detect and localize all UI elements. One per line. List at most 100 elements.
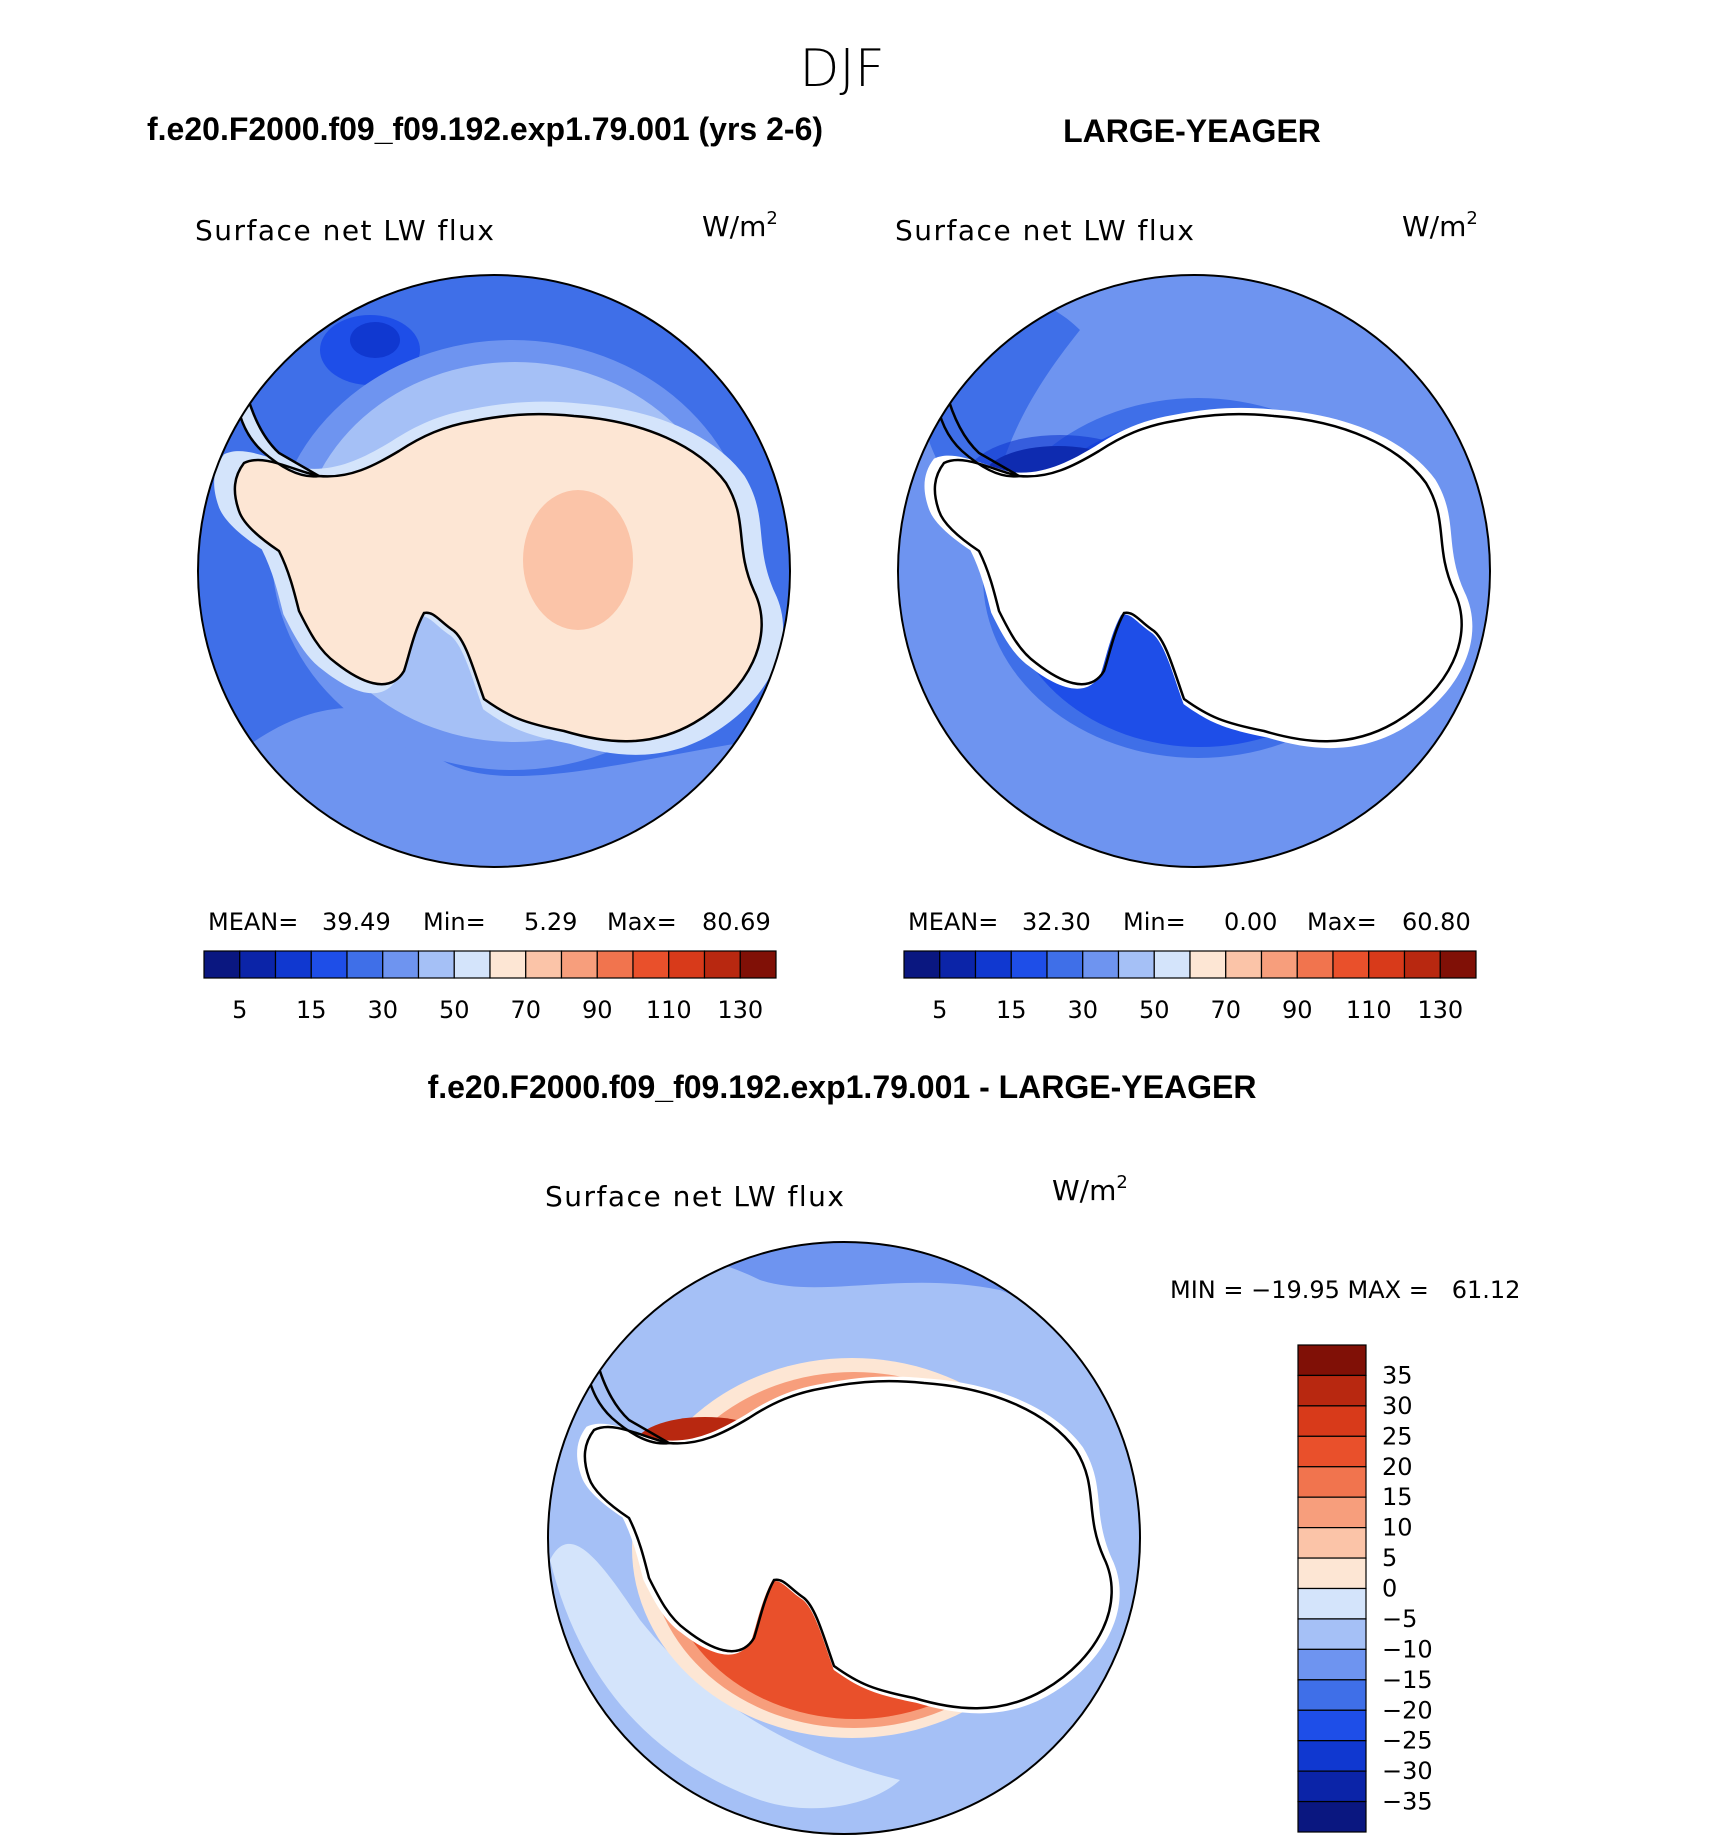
mean-value: 39.49 xyxy=(322,908,391,936)
colorbar-swatch xyxy=(1297,1679,1367,1711)
colorbar-swatch xyxy=(1332,950,1370,979)
panel-c-border xyxy=(547,1241,1141,1835)
colorbar-label: 70 xyxy=(1210,996,1241,1024)
colorbar-swatch xyxy=(1117,950,1155,979)
colorbar-swatch xyxy=(1297,1709,1367,1742)
max-value: 80.69 xyxy=(702,908,771,936)
colorbar-swatch xyxy=(1297,1344,1367,1377)
dark-anomaly-core xyxy=(350,322,400,358)
pale-sector xyxy=(550,1543,900,1809)
colorbar-label: 110 xyxy=(646,996,692,1024)
right-case-title: LARGE-YEAGER xyxy=(1063,113,1321,149)
panel-c-variable: Surface net LW flux xyxy=(545,1180,846,1213)
colorbar-label: −15 xyxy=(1382,1666,1433,1694)
max-label: Max= xyxy=(1307,908,1377,936)
colorbar-swatch xyxy=(1260,950,1298,979)
mean-value: 32.30 xyxy=(1022,908,1091,936)
min-label: Min= xyxy=(1123,908,1186,936)
colorbar-swatch xyxy=(560,950,598,979)
colorbar-label: 90 xyxy=(582,996,613,1024)
mean-label: MEAN= xyxy=(908,908,998,936)
colorbar-label: 50 xyxy=(439,996,470,1024)
diff-title: f.e20.F2000.f09_f09.192.exp1.79.001 - LA… xyxy=(428,1069,1257,1105)
panel-b-map xyxy=(898,275,1490,867)
max-value: 60.80 xyxy=(1402,908,1471,936)
colorbar-swatch xyxy=(1368,950,1406,979)
colorbar-swatch xyxy=(974,950,1012,979)
colorbar-swatch xyxy=(1297,1466,1367,1498)
colorbar-swatch xyxy=(668,950,706,979)
colorbar-label: 130 xyxy=(1417,996,1463,1024)
colorbar-swatch xyxy=(632,950,670,979)
colorbar-label: 0 xyxy=(1382,1575,1397,1603)
colorbar-swatch xyxy=(903,950,941,979)
min-value: 5.29 xyxy=(524,908,577,936)
colorbar-label: 15 xyxy=(1382,1483,1413,1511)
panel-b-colorbar: 5 15 30 50 70 90 110 130 xyxy=(903,950,1477,1024)
colorbar-swatch xyxy=(1297,1405,1367,1437)
colorbar-swatch xyxy=(1297,1618,1367,1650)
colorbar-swatch xyxy=(453,950,491,979)
colorbar-swatch xyxy=(310,950,348,979)
colorbar-label: −5 xyxy=(1382,1605,1417,1633)
panel-b-border xyxy=(897,274,1491,868)
colorbar-swatch xyxy=(1297,1587,1367,1620)
colorbar-swatch xyxy=(1297,1770,1367,1803)
colorbar-swatch xyxy=(417,950,455,979)
colorbar-swatch xyxy=(703,950,741,979)
mean-label: MEAN= xyxy=(208,908,298,936)
panel-a-map xyxy=(198,275,790,867)
colorbar-swatch xyxy=(1153,950,1191,979)
panel-a-variable: Surface net LW flux xyxy=(195,214,496,247)
colorbar-label: −10 xyxy=(1382,1635,1433,1663)
colorbar-label: −20 xyxy=(1382,1696,1433,1724)
colorbar-label: 15 xyxy=(296,996,327,1024)
colorbar-label: 35 xyxy=(1382,1361,1413,1389)
colorbar-swatch xyxy=(1297,1800,1367,1833)
colorbar-swatch xyxy=(1189,950,1227,979)
colorbar-swatch xyxy=(596,950,634,979)
panel-c-map xyxy=(548,1242,1140,1834)
colorbar-swatch xyxy=(1082,950,1120,979)
colorbar-label: 30 xyxy=(1382,1392,1413,1420)
colorbar-swatch xyxy=(1439,950,1477,979)
colorbar-label: 20 xyxy=(1382,1453,1413,1481)
colorbar-swatch xyxy=(489,950,527,979)
colorbar-label: 50 xyxy=(1139,996,1170,1024)
colorbar-label: 5 xyxy=(1382,1544,1397,1572)
colorbar-swatch xyxy=(203,950,241,979)
colorbar-swatch xyxy=(939,950,977,979)
colorbar-label: 15 xyxy=(996,996,1027,1024)
colorbar-swatch xyxy=(1297,1557,1367,1590)
colorbar-swatch xyxy=(1297,1496,1367,1529)
colorbar-swatch xyxy=(1403,950,1441,979)
panel-b-units: W/m2 xyxy=(1402,208,1478,243)
colorbar-label: 5 xyxy=(232,996,247,1024)
panel-b-stats: MEAN= 32.30 Min= 0.00 Max= 60.80 xyxy=(908,908,1471,936)
colorbar-swatch xyxy=(525,950,563,979)
colorbar-label: 110 xyxy=(1346,996,1392,1024)
panel-c-minmax: MIN = −19.95 MAX = 61.12 xyxy=(1170,1276,1520,1304)
colorbar-label: 10 xyxy=(1382,1514,1413,1542)
colorbar-swatch xyxy=(1297,1435,1367,1468)
colorbar-label: 70 xyxy=(510,996,541,1024)
panel-b-variable: Surface net LW flux xyxy=(895,214,1196,247)
warm-interior xyxy=(523,490,633,630)
colorbar-swatch xyxy=(1297,1648,1367,1681)
colorbar-label: −35 xyxy=(1382,1788,1433,1816)
colorbar-label: 30 xyxy=(1067,996,1098,1024)
colorbar-swatch xyxy=(1010,950,1048,979)
colorbar-swatch xyxy=(1297,1527,1367,1559)
colorbar-swatch xyxy=(1296,950,1334,979)
min-value: 0.00 xyxy=(1224,908,1277,936)
panel-a-colorbar: 5 15 30 50 70 90 110 130 xyxy=(203,950,777,1024)
panel-a-stats: MEAN= 39.49 Min= 5.29 Max= 80.69 xyxy=(208,908,771,936)
colorbar-label: −30 xyxy=(1382,1757,1433,1785)
max-label: Max= xyxy=(607,908,677,936)
colorbar-swatch xyxy=(1297,1740,1367,1772)
panel-a-border xyxy=(197,274,791,868)
colorbar-swatch xyxy=(346,950,384,979)
colorbar-swatch xyxy=(274,950,312,979)
colorbar-swatch xyxy=(1297,1374,1367,1407)
